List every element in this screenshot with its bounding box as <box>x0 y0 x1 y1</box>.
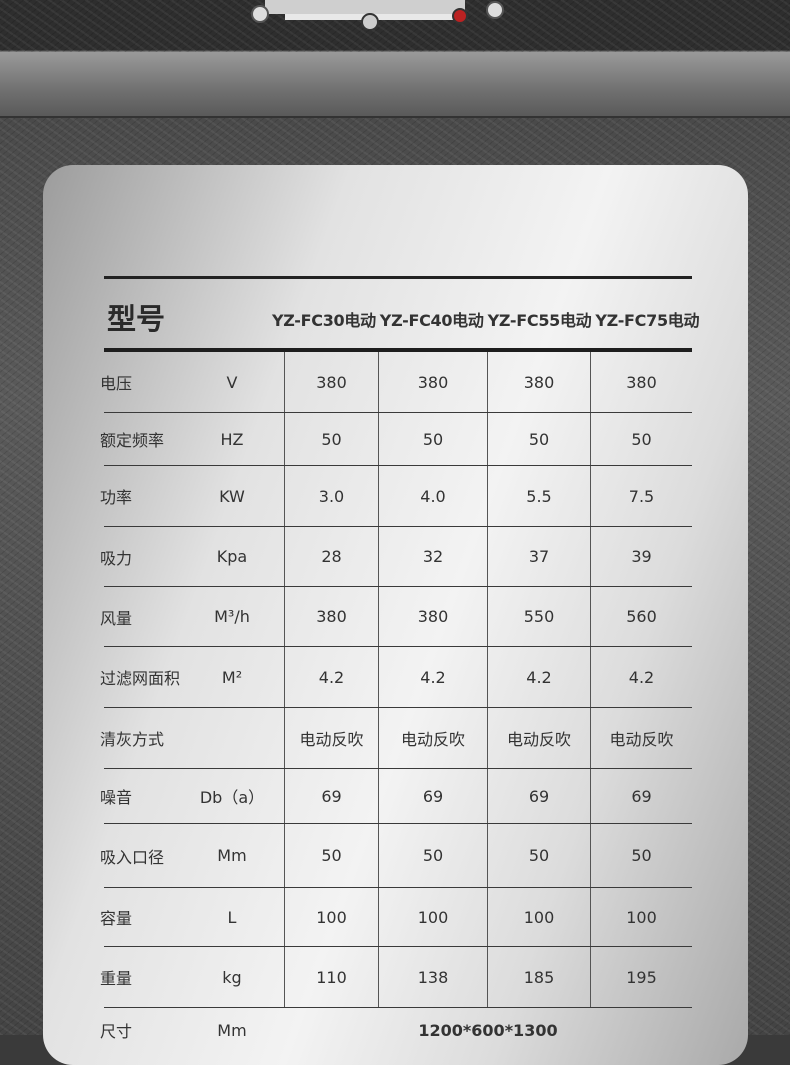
spec-value: 50 <box>590 413 692 465</box>
spec-value: 380 <box>378 587 487 646</box>
spec-value: 50 <box>284 824 378 887</box>
model-name: YZ-FC30电动 <box>272 311 376 330</box>
spec-label: 电压 <box>100 374 133 393</box>
spec-value: 185 <box>487 947 590 1007</box>
spec-label: 功率 <box>100 488 133 507</box>
spec-unit <box>180 708 284 768</box>
spec-label: 额定频率 <box>100 431 165 450</box>
table-row: 吸力 Kpa 28 32 37 39 <box>100 527 692 587</box>
spec-value: 69 <box>284 769 378 823</box>
spec-value: 4.2 <box>378 647 487 707</box>
spec-value: 100 <box>487 888 590 946</box>
spec-unit: Kpa <box>216 547 248 566</box>
spec-value: 195 <box>590 947 692 1007</box>
spec-unit: kg <box>222 967 242 987</box>
spec-unit: Mm <box>217 846 247 865</box>
model-name: YZ-FC55电动 <box>487 311 592 330</box>
divider <box>104 276 692 279</box>
spec-value: 560 <box>590 587 692 646</box>
spec-label: 重量 <box>100 969 133 988</box>
concrete-ledge <box>0 52 790 118</box>
spec-unit: Db（a） <box>199 788 265 807</box>
spec-value: 110 <box>284 947 378 1007</box>
spec-value: 50 <box>487 824 590 887</box>
spec-value: 100 <box>284 888 378 946</box>
table-row: 容量 L 100 100 100 100 <box>100 888 692 947</box>
model-name: YZ-FC75电动 <box>595 311 700 330</box>
spec-unit: KW <box>219 486 245 506</box>
spec-label: 吸入口径 <box>100 847 165 867</box>
spec-value: 100 <box>378 888 487 946</box>
table-row: 噪音 Db（a） 69 69 69 69 <box>100 769 692 824</box>
table-row: 重量 kg 110 138 185 195 <box>100 947 692 1008</box>
spec-label: 吸力 <box>100 548 133 568</box>
spec-unit: Mm <box>217 1020 247 1040</box>
model-header: YZ-FC30电动 YZ-FC40电动 YZ-FC55电动 YZ-FC75电动 <box>272 307 703 331</box>
spec-value: 69 <box>378 769 487 823</box>
spec-value: 7.5 <box>590 466 692 526</box>
table-row: 额定频率 HZ 50 50 50 50 <box>100 413 692 466</box>
spec-value: 4.2 <box>284 647 378 707</box>
table-row: 电压 V 380 380 380 380 <box>100 352 692 413</box>
model-title: 型号 <box>107 302 166 336</box>
spec-value: 1200*600*1300 <box>418 1020 558 1040</box>
model-name: YZ-FC40电动 <box>379 311 484 330</box>
spec-value: 37 <box>487 527 590 586</box>
spec-value: 50 <box>284 413 378 465</box>
spec-label: 清灰方式 <box>100 730 165 749</box>
spec-value: 100 <box>590 888 692 946</box>
spec-value: 50 <box>378 824 487 887</box>
spec-value: 50 <box>378 413 487 465</box>
divider <box>104 348 692 352</box>
table-row: 过滤网面积 M² 4.2 4.2 4.2 4.2 <box>100 647 692 708</box>
spec-value: 39 <box>590 527 692 586</box>
spec-value: 380 <box>284 587 378 646</box>
spec-value: 4.2 <box>590 647 692 707</box>
spec-value: 4.2 <box>487 647 590 707</box>
spec-label: 过滤网面积 <box>100 669 181 688</box>
spec-value: 69 <box>487 769 590 823</box>
table-row: 清灰方式 电动反吹 电动反吹 电动反吹 电动反吹 <box>100 708 692 769</box>
spec-unit: M³/h <box>214 607 250 626</box>
spec-value: 电动反吹 <box>590 708 692 768</box>
spec-value: 28 <box>284 527 378 586</box>
table-row: 风量 M³/h 380 380 550 560 <box>100 587 692 647</box>
spec-value: 550 <box>487 587 590 646</box>
spec-card <box>43 165 748 1065</box>
spec-value: 电动反吹 <box>487 708 590 768</box>
spec-label: 容量 <box>100 909 133 928</box>
spec-value: 380 <box>378 352 487 412</box>
spec-value: 380 <box>284 352 378 412</box>
spec-value: 50 <box>487 413 590 465</box>
spec-label: 风量 <box>100 608 133 628</box>
spec-value: 138 <box>378 947 487 1007</box>
table-row: 吸入口径 Mm 50 50 50 50 <box>100 824 692 888</box>
spec-value: 5.5 <box>487 466 590 526</box>
table-row-size: 尺寸 Mm 1200*600*1300 <box>100 1008 692 1052</box>
spec-value: 50 <box>590 824 692 887</box>
spec-value: 380 <box>590 352 692 412</box>
table-row: 功率 KW 3.0 4.0 5.5 7.5 <box>100 466 692 527</box>
spec-unit: HZ <box>220 429 244 449</box>
spec-unit: L <box>227 907 237 927</box>
spec-value: 电动反吹 <box>378 708 487 768</box>
spec-value: 4.0 <box>378 466 487 526</box>
spec-label: 噪音 <box>100 788 133 807</box>
spec-value: 3.0 <box>284 466 378 526</box>
vacuum-machine-image <box>251 0 504 30</box>
spec-value: 69 <box>590 769 692 823</box>
spec-unit: M² <box>221 667 243 687</box>
spec-value: 电动反吹 <box>284 708 378 768</box>
spec-unit: V <box>226 372 238 392</box>
spec-value: 32 <box>378 527 487 586</box>
spec-value: 380 <box>487 352 590 412</box>
